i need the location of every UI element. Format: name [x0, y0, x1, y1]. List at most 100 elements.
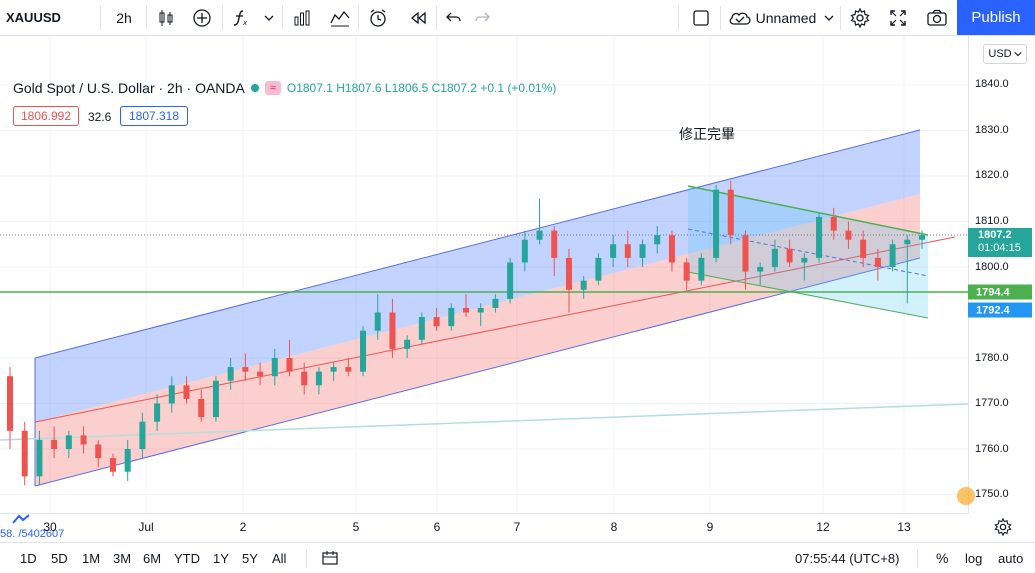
candle-body[interactable]	[418, 317, 425, 340]
candle-body[interactable]	[727, 189, 734, 236]
candle-body[interactable]	[212, 380, 219, 418]
candle-body[interactable]	[80, 435, 87, 445]
layout-icon[interactable]	[684, 0, 718, 35]
auto-toggle[interactable]: auto	[998, 550, 1024, 566]
candle-body[interactable]	[492, 298, 499, 308]
range-1m-button[interactable]: 1M	[82, 550, 101, 566]
candle-body[interactable]	[845, 230, 852, 240]
candle-body[interactable]	[109, 458, 116, 472]
candle-body[interactable]	[271, 358, 278, 377]
candle-body[interactable]	[786, 248, 793, 263]
time-axis[interactable]	[0, 513, 968, 542]
candle-body[interactable]	[168, 385, 175, 404]
candle-body[interactable]	[433, 317, 440, 327]
replay-icon[interactable]	[402, 0, 434, 35]
candle-body[interactable]	[95, 444, 102, 459]
candle-body[interactable]	[227, 367, 234, 381]
publish-button[interactable]: Publish	[957, 0, 1035, 35]
candle-body[interactable]	[374, 312, 381, 331]
candle-body[interactable]	[551, 230, 558, 258]
chevron-down-icon[interactable]	[820, 0, 838, 35]
range-1d-button[interactable]: 1D	[20, 550, 37, 566]
candle-body[interactable]	[448, 307, 455, 327]
camera-icon[interactable]	[920, 0, 954, 35]
chart-pane[interactable]: Gold Spot / U.S. Dollar · 2h · OANDA ≈ O…	[0, 36, 968, 540]
indicators-icon[interactable]: x	[226, 0, 256, 35]
layout-name-label[interactable]: Unnamed	[755, 9, 817, 26]
candle-body[interactable]	[830, 216, 837, 231]
candle-body[interactable]	[757, 267, 764, 272]
percent-toggle[interactable]: %	[936, 550, 949, 566]
chart-type-icon[interactable]	[150, 0, 182, 35]
scroll-to-realtime-icon[interactable]	[957, 487, 975, 505]
candle-body[interactable]	[919, 235, 925, 240]
date-range-icon[interactable]	[321, 543, 339, 573]
candle-body[interactable]	[389, 312, 396, 349]
candle-body[interactable]	[286, 358, 293, 372]
financials-icon[interactable]	[286, 0, 318, 35]
range-5d-button[interactable]: 5D	[51, 550, 68, 566]
candle-body[interactable]	[683, 262, 690, 281]
range-ytd-button[interactable]: YTD	[174, 550, 200, 566]
chevron-down-icon[interactable]	[258, 0, 280, 35]
settings-gear-icon[interactable]	[844, 0, 876, 35]
candle-body[interactable]	[360, 330, 367, 372]
alert-icon[interactable]	[362, 0, 394, 35]
candle-body[interactable]	[874, 257, 881, 267]
symbol-search-button[interactable]: XAUUSD	[6, 10, 61, 25]
candle-body[interactable]	[330, 367, 337, 372]
candle-body[interactable]	[565, 257, 572, 290]
candle-body[interactable]	[698, 257, 705, 281]
cloud-icon[interactable]	[726, 0, 754, 35]
legend-title[interactable]: Gold Spot / U.S. Dollar · 2h · OANDA	[13, 80, 245, 96]
candle-body[interactable]	[51, 439, 58, 449]
candle-body[interactable]	[36, 439, 43, 477]
candle-body[interactable]	[654, 235, 661, 245]
candle-body[interactable]	[507, 262, 514, 299]
candle-body[interactable]	[183, 385, 190, 399]
candle-body[interactable]	[21, 430, 28, 477]
interval-button[interactable]: 2h	[116, 9, 132, 26]
candle-body[interactable]	[124, 449, 131, 472]
templates-icon[interactable]	[324, 0, 356, 35]
sell-button[interactable]: 1806.992	[13, 106, 79, 126]
candle-body[interactable]	[477, 307, 484, 313]
candle-body[interactable]	[742, 235, 749, 272]
candle-body[interactable]	[315, 371, 322, 386]
candle-body[interactable]	[257, 371, 264, 377]
candle-body[interactable]	[668, 235, 675, 263]
range-6m-button[interactable]: 6M	[143, 550, 162, 566]
undo-icon[interactable]	[440, 0, 468, 35]
channel-bottom-line[interactable]	[34, 257, 921, 487]
clock-display[interactable]: 07:55:44 (UTC+8)	[795, 550, 900, 566]
axis-settings-gear-icon[interactable]	[994, 517, 1012, 541]
candle-body[interactable]	[154, 403, 161, 422]
candle-body[interactable]	[580, 280, 587, 290]
buy-button[interactable]: 1807.318	[120, 106, 188, 126]
range-1y-button[interactable]: 1Y	[213, 550, 229, 566]
candle-body[interactable]	[860, 239, 867, 258]
candle-body[interactable]	[536, 230, 543, 240]
candles[interactable]	[7, 180, 925, 486]
data-delay-icon[interactable]: ≈	[264, 81, 281, 95]
range-5y-button[interactable]: 5Y	[242, 550, 258, 566]
wedge-mid-line[interactable]	[687, 228, 929, 277]
candle-body[interactable]	[7, 376, 13, 431]
fullscreen-icon[interactable]	[882, 0, 914, 35]
candle-body[interactable]	[713, 189, 720, 258]
text-annotation[interactable]: 修正完畢	[679, 126, 735, 142]
candle-body[interactable]	[610, 244, 617, 258]
wedge-bottom-line[interactable]	[687, 271, 929, 319]
candle-body[interactable]	[242, 367, 249, 372]
long-trendline[interactable]	[0, 403, 968, 441]
redo-icon[interactable]	[468, 0, 496, 35]
candle-body[interactable]	[771, 248, 778, 267]
candle-body[interactable]	[521, 239, 528, 263]
chart-canvas[interactable]	[0, 36, 968, 513]
price-axis[interactable]: USD	[968, 36, 1035, 513]
currency-select[interactable]: USD	[983, 44, 1027, 64]
channel-top-line[interactable]	[34, 129, 921, 359]
candle-body[interactable]	[639, 244, 646, 258]
candle-body[interactable]	[889, 244, 896, 267]
log-toggle[interactable]: log	[965, 550, 983, 566]
